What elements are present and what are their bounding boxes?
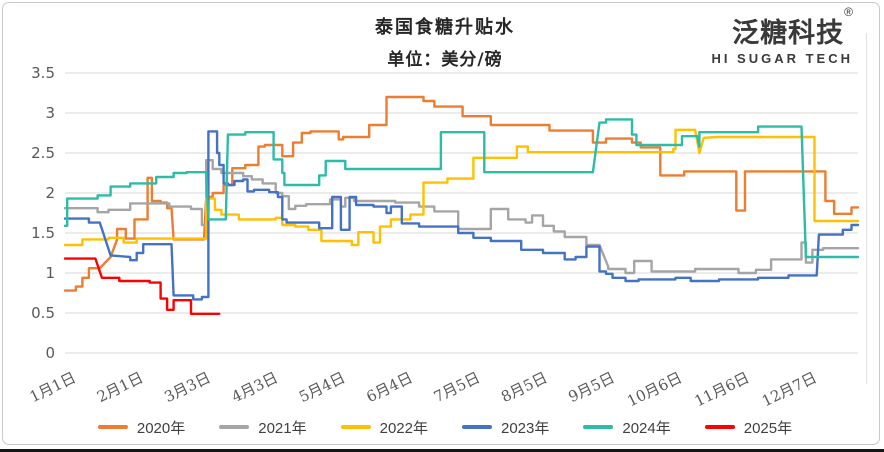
logo-brand-text: 泛糖科技 <box>732 18 845 48</box>
chart-header: 泰国食糖升贴水 单位：美分/磅 <box>3 13 884 70</box>
x-axis-tick-label: 11月6日 <box>692 368 753 410</box>
y-axis-tick-label: 3 <box>45 104 55 122</box>
hi-sugar-tech-logo: 泛糖科技® HI SUGAR TECH <box>711 5 853 66</box>
legend-swatch-icon <box>462 425 492 429</box>
legend-label: 2020年 <box>136 419 186 437</box>
legend-swatch-icon <box>340 425 371 429</box>
y-axis-tick-label: 1 <box>45 264 55 282</box>
legend-swatch-icon <box>704 425 735 429</box>
series-line-2020 <box>63 95 860 292</box>
border-divider <box>866 33 867 384</box>
y-axis-tick-label: 2.5 <box>31 144 55 162</box>
y-axis-tick-label: 0 <box>45 344 55 362</box>
x-axis-tick-label: 4月3日 <box>229 368 281 406</box>
series-line-2024 <box>63 118 860 259</box>
x-axis-tick-label: 8月5日 <box>498 368 550 406</box>
chart-title: 泰国食糖升贴水 <box>375 17 515 38</box>
window-bottom-edge <box>0 449 884 452</box>
series-line-2021 <box>63 158 860 275</box>
y-axis-tick-label: 1.5 <box>31 224 55 242</box>
x-axis-tick-label: 5月4日 <box>296 368 348 406</box>
x-axis-tick-label: 3月3日 <box>161 368 213 406</box>
x-axis-tick-label: 10月6日 <box>624 368 685 410</box>
legend-item-2020: 2020年 <box>97 417 186 438</box>
legend-item-2024: 2024年 <box>583 417 671 438</box>
x-axis-tick-label: 6月4日 <box>363 368 415 406</box>
legend-item-2021: 2021年 <box>219 417 307 438</box>
line-chart-plot: 0 0.5 1 1.5 2 2.5 3 3.5 1月1日 2月1日 3月3日 4月3日 5月4日 6月4日… <box>27 64 860 410</box>
legend-label: 2021年 <box>258 419 307 437</box>
x-axis-tick-label: 7月5日 <box>431 368 483 406</box>
x-axis-tick-label: 2月1日 <box>94 368 146 406</box>
legend-item-2025: 2025年 <box>704 417 793 438</box>
legend-label: 2025年 <box>743 419 793 437</box>
legend-label: 2023年 <box>501 419 550 437</box>
logo-tagline-text: HI SUGAR TECH <box>711 51 853 66</box>
legend-item-2023: 2023年 <box>462 417 549 438</box>
series-line-2025 <box>63 257 221 316</box>
legend-swatch-icon <box>219 425 250 429</box>
legend-item-2022: 2022年 <box>340 417 428 438</box>
series-line-2022 <box>63 128 860 247</box>
y-axis-tick-label: 0.5 <box>31 304 55 322</box>
x-axis-tick-label: 1月1日 <box>27 368 79 406</box>
registered-trademark-icon: ® <box>844 5 853 19</box>
chart-legend: 2020年 2021年 2022年 2023年 2024年 2025年 <box>3 411 884 443</box>
legend-label: 2024年 <box>622 419 671 437</box>
legend-swatch-icon <box>97 425 128 429</box>
x-axis-tick-label: 12月7日 <box>759 368 820 410</box>
legend-swatch-icon <box>583 425 614 429</box>
y-axis-tick-label: 3.5 <box>31 64 55 82</box>
y-axis-tick-label: 2 <box>45 184 55 202</box>
legend-label: 2022年 <box>379 419 428 437</box>
chart-subtitle: 单位：美分/磅 <box>387 50 503 70</box>
chart-container: 泰国食糖升贴水 单位：美分/磅 泛糖科技® HI SUGAR TECH 0 0.5… <box>2 2 880 445</box>
x-axis-tick-label: 9月5日 <box>566 368 618 406</box>
